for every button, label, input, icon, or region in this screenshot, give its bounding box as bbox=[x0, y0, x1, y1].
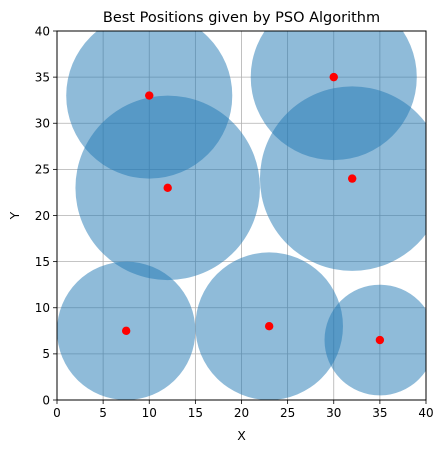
best-position-point-1 bbox=[145, 91, 154, 100]
best-position-point-3 bbox=[163, 183, 172, 193]
y-tick-label: 25 bbox=[35, 163, 50, 177]
x-tick-label: 30 bbox=[326, 406, 341, 420]
x-tick-label: 25 bbox=[280, 406, 295, 420]
x-tick-label: 40 bbox=[418, 406, 433, 420]
x-tick-label: 5 bbox=[99, 406, 107, 420]
y-tick-label: 35 bbox=[35, 70, 50, 84]
y-tick-label: 15 bbox=[35, 255, 50, 269]
best-position-point-2 bbox=[329, 72, 338, 82]
y-tick-label: 0 bbox=[42, 393, 50, 407]
best-position-point-4 bbox=[348, 174, 357, 183]
best-position-point-5 bbox=[121, 326, 131, 336]
x-tick-label: 0 bbox=[53, 406, 61, 420]
best-position-points bbox=[121, 72, 385, 345]
x-tick-label: 20 bbox=[234, 406, 249, 420]
chart-title: Best Positions given by PSO Algorithm bbox=[103, 10, 380, 26]
best-position-point-7 bbox=[375, 335, 385, 345]
y-tick-label: 20 bbox=[35, 209, 50, 223]
y-tick-label: 30 bbox=[35, 117, 50, 131]
axis-ticks: 0 5 10 15 20 25 30 35 40 0 5 10 15 20 25 30 35 40 bbox=[35, 24, 434, 420]
radius-circle-7 bbox=[324, 284, 426, 396]
radius-circle-4 bbox=[259, 86, 426, 271]
x-tick-label: 10 bbox=[142, 406, 157, 420]
y-tick-label: 10 bbox=[35, 301, 50, 315]
y-tick-label: 40 bbox=[35, 24, 50, 38]
x-tick-label: 35 bbox=[372, 406, 387, 420]
y-tick-label: 5 bbox=[42, 347, 50, 361]
y-axis-label: Y bbox=[7, 211, 22, 220]
best-position-point-6 bbox=[264, 322, 274, 331]
x-tick-label: 15 bbox=[188, 406, 203, 420]
x-axis-label: X bbox=[237, 428, 246, 443]
